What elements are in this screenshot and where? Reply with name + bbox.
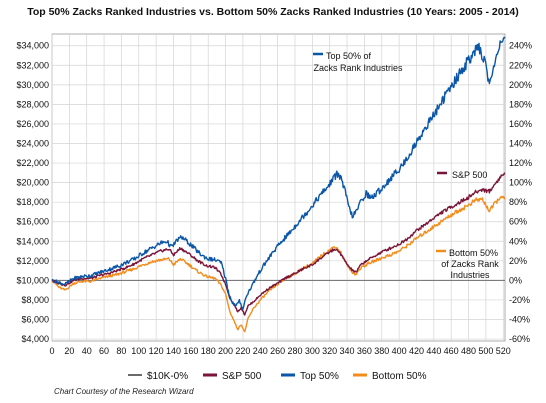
x-tick-label: 420 bbox=[409, 346, 424, 356]
y-right-tick-label: 180% bbox=[509, 99, 532, 109]
x-tick-label: 180 bbox=[201, 346, 216, 356]
x-tick-label: 340 bbox=[340, 346, 355, 356]
x-tick-label: 520 bbox=[496, 346, 511, 356]
x-tick-label: 360 bbox=[357, 346, 372, 356]
y-right-tick-label: -40% bbox=[509, 314, 530, 324]
x-tick-label: 240 bbox=[253, 346, 268, 356]
y-left-tick-label: $34,000 bbox=[16, 41, 49, 51]
y-left-tick-label: $6,000 bbox=[21, 314, 49, 324]
y-left-tick-label: $30,000 bbox=[16, 80, 49, 90]
y-left-tick-label: $26,000 bbox=[16, 119, 49, 129]
series-line-bottom50 bbox=[51, 195, 506, 333]
annotation-text-bottom50: of Zacks Rank bbox=[441, 259, 499, 269]
y-right-tick-label: 80% bbox=[509, 197, 527, 207]
y-left-tick-label: $18,000 bbox=[16, 197, 49, 207]
x-tick-label: 500 bbox=[478, 346, 493, 356]
legend-label-baseline: $10K-0% bbox=[147, 371, 188, 382]
y-left-tick-label: $8,000 bbox=[21, 295, 49, 305]
legend-label-sp500: S&P 500 bbox=[222, 371, 262, 382]
y-right-tick-label: 160% bbox=[509, 119, 532, 129]
series-line-top50 bbox=[51, 36, 506, 310]
x-tick-label: 300 bbox=[305, 346, 320, 356]
y-right-tick-label: 20% bbox=[509, 256, 527, 266]
y-left-tick-label: $32,000 bbox=[16, 60, 49, 70]
chart-credit: Chart Courtesy of the Research Wizard bbox=[54, 387, 194, 396]
y-left-tick-label: $24,000 bbox=[16, 139, 49, 149]
x-tick-label: 320 bbox=[322, 346, 337, 356]
x-tick-label: 60 bbox=[99, 346, 109, 356]
x-tick-label: 80 bbox=[116, 346, 126, 356]
y-left-tick-label: $16,000 bbox=[16, 217, 49, 227]
x-tick-label: 440 bbox=[426, 346, 441, 356]
y-left-tick-label: $10,000 bbox=[16, 275, 49, 285]
y-left-tick-label: $22,000 bbox=[16, 158, 49, 168]
x-tick-label: 200 bbox=[218, 346, 233, 356]
legend-label-bottom50: Bottom 50% bbox=[372, 371, 427, 382]
y-right-tick-label: 0% bbox=[509, 275, 522, 285]
chart-title: Top 50% Zacks Ranked Industries vs. Bott… bbox=[27, 6, 519, 18]
y-right-tick-label: 120% bbox=[509, 158, 532, 168]
x-tick-label: 260 bbox=[270, 346, 285, 356]
x-tick-label: 140 bbox=[166, 346, 181, 356]
x-tick-label: 100 bbox=[131, 346, 146, 356]
annotation-text-bottom50: Bottom 50% bbox=[449, 248, 498, 258]
x-tick-label: 220 bbox=[235, 346, 250, 356]
y-right-tick-label: 200% bbox=[509, 80, 532, 90]
plot-area bbox=[51, 33, 506, 342]
y-right-tick-label: -20% bbox=[509, 295, 530, 305]
y-right-tick-label: 220% bbox=[509, 60, 532, 70]
x-tick-label: 480 bbox=[461, 346, 476, 356]
y-right-tick-label: 140% bbox=[509, 139, 532, 149]
annotation-text-top50: Top 50% of bbox=[326, 51, 372, 61]
x-tick-label: 120 bbox=[149, 346, 164, 356]
x-tick-label: 280 bbox=[287, 346, 302, 356]
y-left-tick-label: $20,000 bbox=[16, 178, 49, 188]
x-tick-label: 460 bbox=[444, 346, 459, 356]
x-tick-label: 380 bbox=[374, 346, 389, 356]
y-right-tick-label: 60% bbox=[509, 217, 527, 227]
y-left-tick-label: $14,000 bbox=[16, 236, 49, 246]
x-tick-label: 400 bbox=[392, 346, 407, 356]
y-right-tick-label: -60% bbox=[509, 334, 530, 344]
annotation-text-bottom50: Industries bbox=[450, 270, 490, 280]
x-tick-label: 20 bbox=[64, 346, 74, 356]
series-line-sp500 bbox=[51, 172, 506, 316]
y-right-tick-label: 40% bbox=[509, 236, 527, 246]
y-right-tick-label: 100% bbox=[509, 178, 532, 188]
x-tick-label: 40 bbox=[82, 346, 92, 356]
y-left-tick-label: $12,000 bbox=[16, 256, 49, 266]
y-right-tick-label: 240% bbox=[509, 41, 532, 51]
legend-label-top50: Top 50% bbox=[300, 371, 339, 382]
y-left-tick-label: $28,000 bbox=[16, 99, 49, 109]
x-tick-label: 0 bbox=[49, 346, 54, 356]
annotation-text-top50: Zacks Rank Industries bbox=[313, 63, 403, 73]
y-left-tick-label: $4,000 bbox=[21, 334, 49, 344]
x-tick-label: 160 bbox=[183, 346, 198, 356]
annotation-text-sp500: S&P 500 bbox=[452, 170, 487, 180]
